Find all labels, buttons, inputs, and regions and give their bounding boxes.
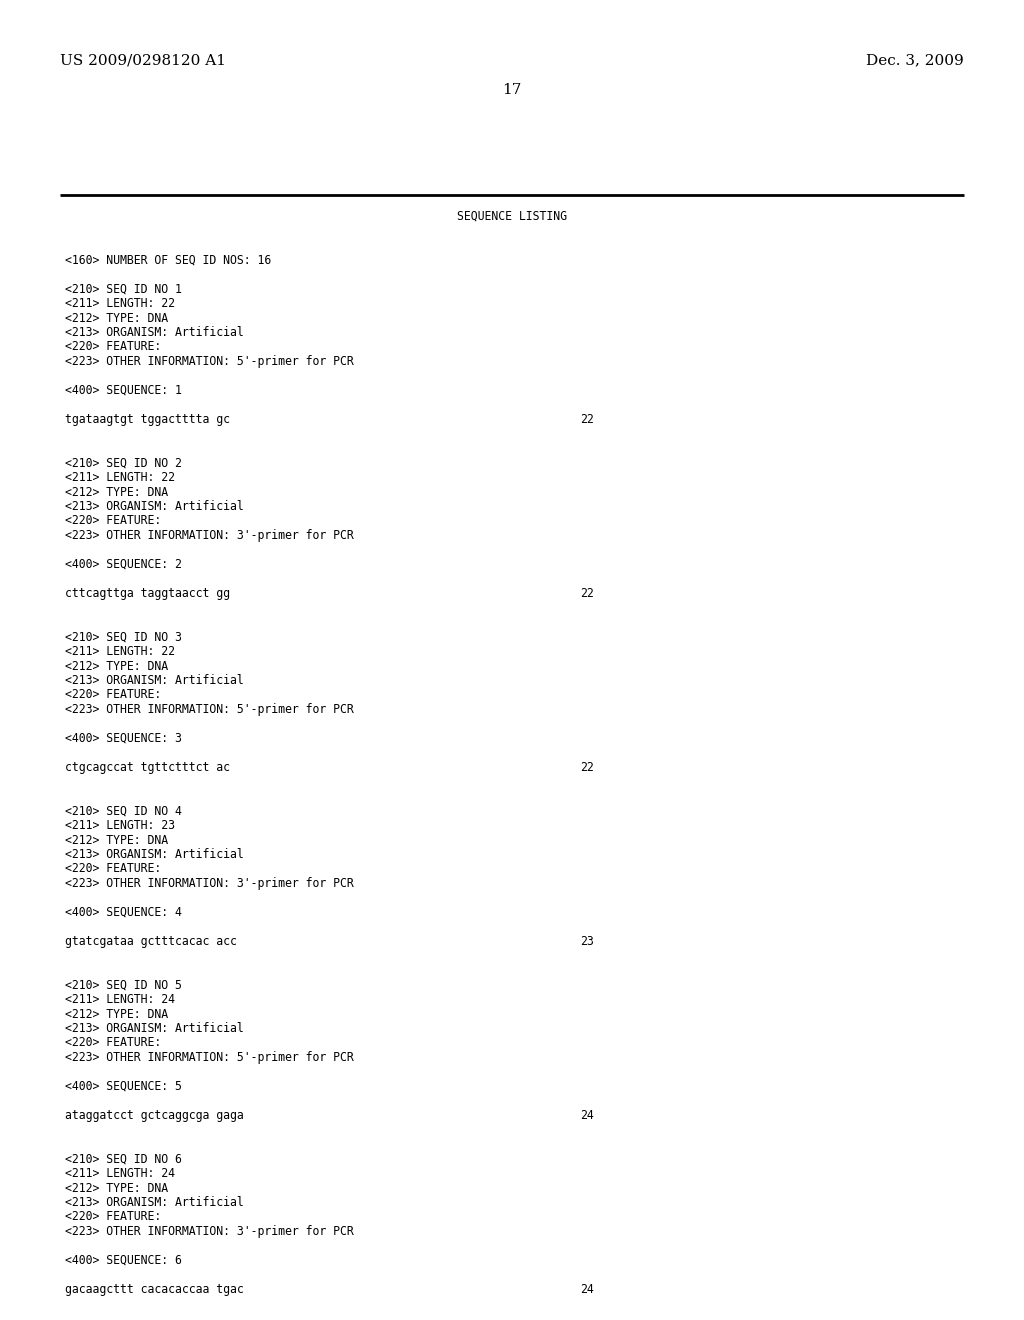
Text: <211> LENGTH: 22: <211> LENGTH: 22 [65, 645, 175, 657]
Text: cttcagttga taggtaacct gg: cttcagttga taggtaacct gg [65, 587, 230, 601]
Text: <213> ORGANISM: Artificial: <213> ORGANISM: Artificial [65, 675, 244, 686]
Text: <213> ORGANISM: Artificial: <213> ORGANISM: Artificial [65, 1196, 244, 1209]
Text: <160> NUMBER OF SEQ ID NOS: 16: <160> NUMBER OF SEQ ID NOS: 16 [65, 253, 271, 267]
Text: <211> LENGTH: 22: <211> LENGTH: 22 [65, 297, 175, 310]
Text: <220> FEATURE:: <220> FEATURE: [65, 862, 161, 875]
Text: <223> OTHER INFORMATION: 5'-primer for PCR: <223> OTHER INFORMATION: 5'-primer for P… [65, 1051, 353, 1064]
Text: <210> SEQ ID NO 5: <210> SEQ ID NO 5 [65, 978, 182, 991]
Text: <400> SEQUENCE: 1: <400> SEQUENCE: 1 [65, 384, 182, 397]
Text: <212> TYPE: DNA: <212> TYPE: DNA [65, 312, 168, 325]
Text: tgataagtgt tggactttta gc: tgataagtgt tggactttta gc [65, 413, 230, 426]
Text: 24: 24 [580, 1283, 594, 1296]
Text: <211> LENGTH: 24: <211> LENGTH: 24 [65, 1167, 175, 1180]
Text: <213> ORGANISM: Artificial: <213> ORGANISM: Artificial [65, 1022, 244, 1035]
Text: <210> SEQ ID NO 1: <210> SEQ ID NO 1 [65, 282, 182, 296]
Text: <220> FEATURE:: <220> FEATURE: [65, 1210, 161, 1224]
Text: <212> TYPE: DNA: <212> TYPE: DNA [65, 660, 168, 672]
Text: <211> LENGTH: 22: <211> LENGTH: 22 [65, 471, 175, 484]
Text: gacaagcttt cacacaccaa tgac: gacaagcttt cacacaccaa tgac [65, 1283, 244, 1296]
Text: US 2009/0298120 A1: US 2009/0298120 A1 [60, 53, 226, 67]
Text: 22: 22 [580, 413, 594, 426]
Text: <223> OTHER INFORMATION: 5'-primer for PCR: <223> OTHER INFORMATION: 5'-primer for P… [65, 355, 353, 368]
Text: 22: 22 [580, 762, 594, 774]
Text: 24: 24 [580, 1109, 594, 1122]
Text: <213> ORGANISM: Artificial: <213> ORGANISM: Artificial [65, 847, 244, 861]
Text: ataggatcct gctcaggcga gaga: ataggatcct gctcaggcga gaga [65, 1109, 244, 1122]
Text: <400> SEQUENCE: 6: <400> SEQUENCE: 6 [65, 1254, 182, 1267]
Text: 22: 22 [580, 587, 594, 601]
Text: <210> SEQ ID NO 2: <210> SEQ ID NO 2 [65, 457, 182, 470]
Text: 17: 17 [503, 83, 521, 96]
Text: <223> OTHER INFORMATION: 5'-primer for PCR: <223> OTHER INFORMATION: 5'-primer for P… [65, 704, 353, 715]
Text: <212> TYPE: DNA: <212> TYPE: DNA [65, 833, 168, 846]
Text: <213> ORGANISM: Artificial: <213> ORGANISM: Artificial [65, 326, 244, 339]
Text: <220> FEATURE:: <220> FEATURE: [65, 515, 161, 528]
Text: 23: 23 [580, 935, 594, 948]
Text: <212> TYPE: DNA: <212> TYPE: DNA [65, 486, 168, 499]
Text: SEQUENCE LISTING: SEQUENCE LISTING [457, 210, 567, 223]
Text: <220> FEATURE:: <220> FEATURE: [65, 341, 161, 354]
Text: <400> SEQUENCE: 3: <400> SEQUENCE: 3 [65, 733, 182, 744]
Text: <223> OTHER INFORMATION: 3'-primer for PCR: <223> OTHER INFORMATION: 3'-primer for P… [65, 529, 353, 543]
Text: <211> LENGTH: 23: <211> LENGTH: 23 [65, 818, 175, 832]
Text: <210> SEQ ID NO 4: <210> SEQ ID NO 4 [65, 804, 182, 817]
Text: <223> OTHER INFORMATION: 3'-primer for PCR: <223> OTHER INFORMATION: 3'-primer for P… [65, 1225, 353, 1238]
Text: <210> SEQ ID NO 3: <210> SEQ ID NO 3 [65, 631, 182, 644]
Text: <220> FEATURE:: <220> FEATURE: [65, 689, 161, 701]
Text: <210> SEQ ID NO 6: <210> SEQ ID NO 6 [65, 1152, 182, 1166]
Text: <220> FEATURE:: <220> FEATURE: [65, 1036, 161, 1049]
Text: <223> OTHER INFORMATION: 3'-primer for PCR: <223> OTHER INFORMATION: 3'-primer for P… [65, 876, 353, 890]
Text: <400> SEQUENCE: 2: <400> SEQUENCE: 2 [65, 558, 182, 572]
Text: Dec. 3, 2009: Dec. 3, 2009 [866, 53, 964, 67]
Text: <213> ORGANISM: Artificial: <213> ORGANISM: Artificial [65, 500, 244, 513]
Text: <211> LENGTH: 24: <211> LENGTH: 24 [65, 993, 175, 1006]
Text: gtatcgataa gctttcacac acc: gtatcgataa gctttcacac acc [65, 935, 237, 948]
Text: <212> TYPE: DNA: <212> TYPE: DNA [65, 1181, 168, 1195]
Text: <212> TYPE: DNA: <212> TYPE: DNA [65, 1007, 168, 1020]
Text: ctgcagccat tgttctttct ac: ctgcagccat tgttctttct ac [65, 762, 230, 774]
Text: <400> SEQUENCE: 5: <400> SEQUENCE: 5 [65, 1080, 182, 1093]
Text: <400> SEQUENCE: 4: <400> SEQUENCE: 4 [65, 906, 182, 919]
